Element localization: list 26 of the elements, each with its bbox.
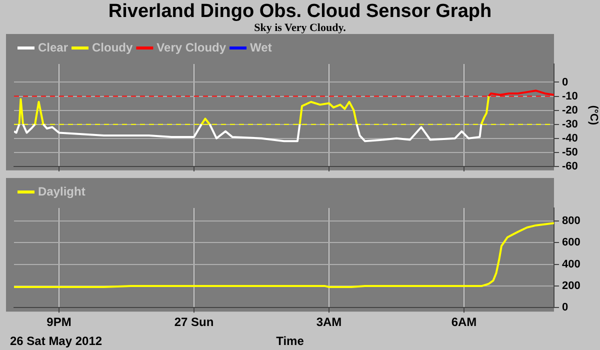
x-axis-title: Time (275, 334, 305, 348)
y-tick-label: 600 (562, 236, 580, 249)
y-tick-label: -10 (562, 90, 578, 102)
x-tick-label: 3AM (316, 315, 342, 330)
x-tick-label: 9PM (46, 315, 72, 330)
legend-label: Clear (38, 40, 68, 54)
x-tick-label: 6AM (451, 315, 477, 330)
y-tick-label: -20 (562, 104, 578, 116)
legend-label: Daylight (38, 184, 86, 198)
y-tick-label: -30 (562, 118, 578, 130)
legend-label: Very Cloudy (156, 40, 226, 54)
y-axis-title: (°C) (587, 105, 600, 126)
x-tick-label: 27 Sun (174, 315, 214, 330)
y-tick-label: -40 (562, 132, 578, 144)
y-tick-label: 200 (562, 280, 580, 292)
chart-title: Riverland Dingo Obs. Cloud Sensor Graph (107, 1, 493, 23)
y-tick-label: -50 (562, 146, 578, 158)
legend-label: Wet (250, 40, 272, 54)
y-tick-label: 800 (562, 215, 580, 228)
y-tick-label: -60 (562, 160, 578, 172)
chart-subtitle: Sky is Very Cloudy. (253, 22, 347, 34)
y-tick-label: 0 (562, 302, 568, 314)
y-tick-label: 400 (562, 258, 580, 270)
legend-label: Cloudy (92, 40, 134, 54)
y-tick-label: 0 (562, 76, 568, 88)
text: 26 Sat May 2012 (10, 334, 102, 348)
